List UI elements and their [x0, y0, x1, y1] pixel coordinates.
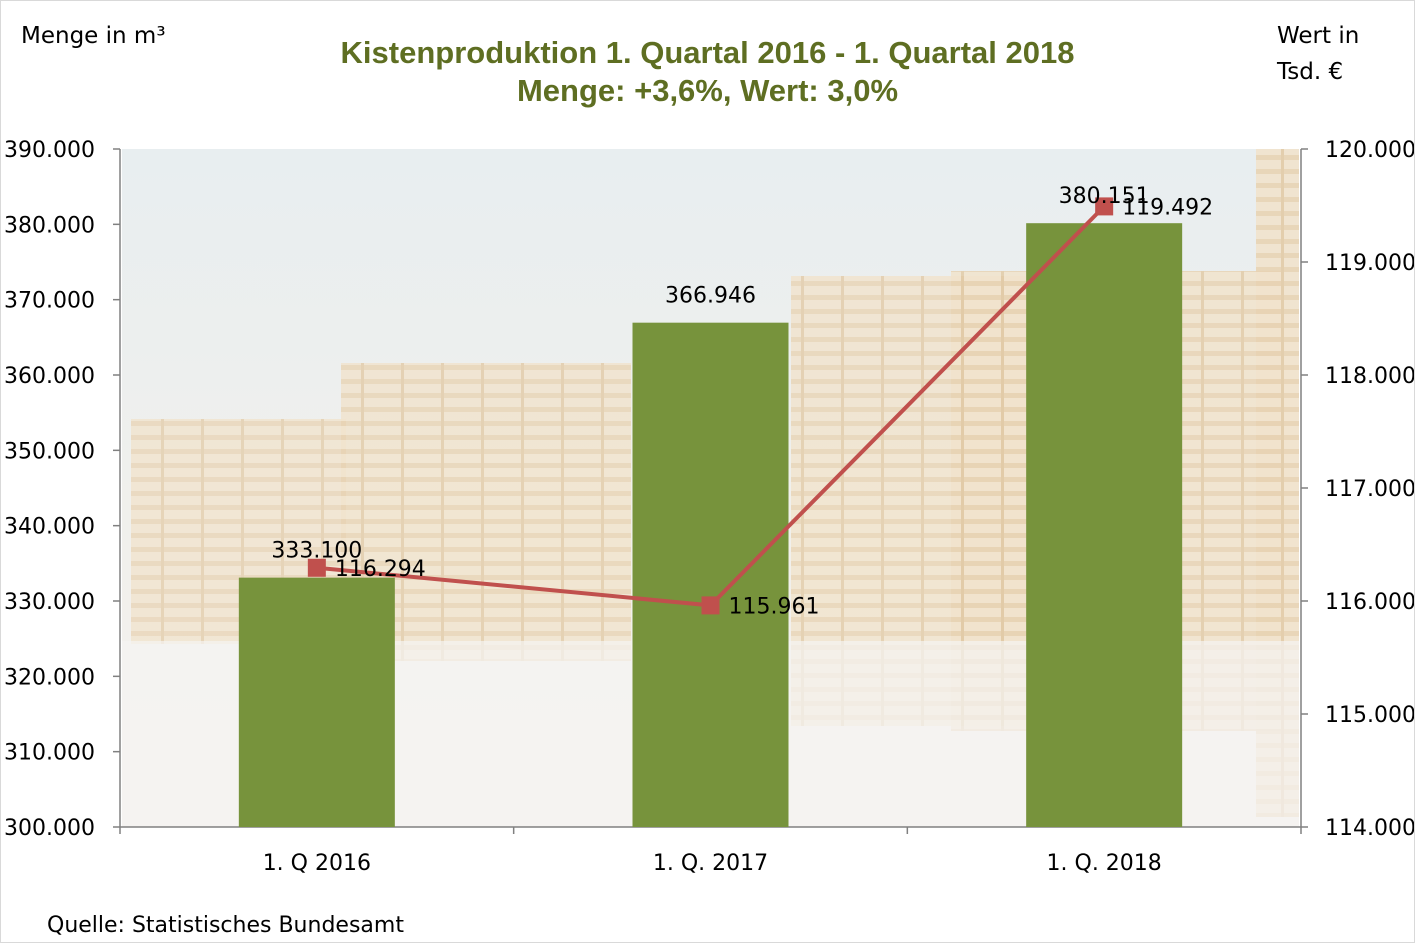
y-tick-label-left: 390.000	[4, 138, 95, 163]
bar	[632, 322, 789, 827]
y-tick-label-right: 115.000	[1325, 703, 1415, 728]
y-tick-label-right: 117.000	[1325, 477, 1415, 502]
y-tick-label-left: 370.000	[4, 289, 95, 314]
data-labels: 333.100 366.946 380.151 116.294 115.961 119.4…	[271, 184, 1213, 619]
line-value-label: 116.294	[335, 557, 426, 582]
bar	[238, 577, 395, 827]
source-note: Quelle: Statistisches Bundesamt	[47, 913, 404, 938]
line-marker	[307, 558, 326, 577]
line-value-label: 119.492	[1122, 195, 1213, 220]
y-tick-label-left: 310.000	[4, 741, 95, 766]
bar-value-label: 380.151	[1059, 184, 1150, 209]
bar-value-label: 333.100	[271, 539, 362, 564]
chart-subtitle: Menge: +3,6%, Wert: 3,0%	[516, 73, 899, 108]
chart-title: Kistenproduktion 1. Quartal 2016 - 1. Qu…	[340, 35, 1075, 70]
axes: 300.000 310.000 320.000 330.000 340.000 350.0…	[4, 138, 1415, 876]
bar	[1026, 223, 1183, 827]
y-tick-label-left: 300.000	[4, 816, 95, 841]
y-tick-label-right: 118.000	[1325, 364, 1415, 389]
y-axis-label-left: Menge in m³	[21, 23, 166, 49]
bars	[238, 223, 1183, 827]
x-tick-label: 1. Q. 2017	[653, 851, 768, 876]
x-tick-label: 1. Q 2016	[263, 851, 371, 876]
x-tick-label: 1. Q. 2018	[1047, 851, 1162, 876]
y-tick-label-right: 116.000	[1325, 590, 1415, 615]
y-axis-label-right: Wert in Tsd. €	[1277, 23, 1360, 85]
y-tick-label-right: 119.000	[1325, 251, 1415, 276]
y-tick-label-right: 120.000	[1325, 138, 1415, 163]
y-tick-label-left: 330.000	[4, 590, 95, 615]
y-tick-label-left: 380.000	[4, 213, 95, 238]
y-tick-label-left: 320.000	[4, 665, 95, 690]
line-marker	[701, 596, 720, 615]
y-tick-label-right: 114.000	[1325, 816, 1415, 841]
line-value-label: 115.961	[729, 594, 820, 619]
y-tick-label-left: 360.000	[4, 364, 95, 389]
y-tick-label-left: 350.000	[4, 439, 95, 464]
y-tick-label-left: 340.000	[4, 515, 95, 540]
line-marker	[1095, 197, 1114, 216]
chart-svg: 300.000 310.000 320.000 330.000 340.000 350.0…	[4, 138, 1415, 876]
value-line	[307, 197, 1114, 615]
bar-value-label: 366.946	[665, 284, 756, 309]
